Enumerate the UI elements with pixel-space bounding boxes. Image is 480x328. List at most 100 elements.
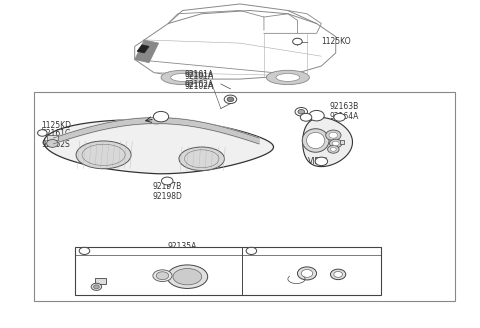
- Polygon shape: [221, 127, 226, 133]
- Ellipse shape: [307, 132, 324, 149]
- Polygon shape: [135, 40, 158, 63]
- Polygon shape: [91, 126, 96, 133]
- Polygon shape: [79, 129, 83, 136]
- Polygon shape: [238, 131, 242, 138]
- Polygon shape: [133, 118, 137, 125]
- Polygon shape: [234, 130, 238, 137]
- Polygon shape: [137, 45, 149, 53]
- Ellipse shape: [167, 265, 208, 288]
- Text: D: D: [314, 113, 319, 119]
- Polygon shape: [53, 137, 58, 144]
- Circle shape: [334, 113, 345, 121]
- Text: a: a: [83, 248, 86, 253]
- Text: VIEW: VIEW: [308, 157, 327, 166]
- Text: 92170C: 92170C: [326, 259, 355, 268]
- Circle shape: [315, 157, 327, 166]
- Circle shape: [94, 285, 99, 289]
- Polygon shape: [247, 134, 251, 141]
- Polygon shape: [66, 133, 70, 140]
- Text: 186644E: 186644E: [285, 250, 319, 259]
- Polygon shape: [116, 120, 120, 127]
- Text: 92214
92140C: 92214 92140C: [204, 262, 233, 281]
- Circle shape: [298, 110, 305, 114]
- Ellipse shape: [76, 141, 131, 169]
- Polygon shape: [125, 119, 129, 126]
- Text: 92197B
92198D: 92197B 92198D: [152, 182, 182, 201]
- Polygon shape: [129, 119, 133, 125]
- Polygon shape: [112, 121, 116, 128]
- Circle shape: [79, 247, 90, 255]
- Bar: [96, 278, 106, 284]
- Polygon shape: [44, 120, 274, 174]
- Circle shape: [246, 247, 257, 255]
- Circle shape: [332, 141, 339, 146]
- Polygon shape: [158, 118, 163, 124]
- Circle shape: [91, 283, 102, 290]
- Ellipse shape: [153, 270, 172, 281]
- Polygon shape: [150, 118, 154, 124]
- Text: 92126A: 92126A: [154, 249, 183, 258]
- Circle shape: [327, 145, 339, 153]
- Text: 92161C
92162S: 92161C 92162S: [42, 129, 71, 149]
- Polygon shape: [87, 127, 91, 133]
- Polygon shape: [137, 118, 142, 124]
- Ellipse shape: [276, 73, 300, 81]
- Polygon shape: [180, 119, 183, 125]
- Text: b: b: [250, 248, 253, 253]
- Text: 92101A
92102A: 92101A 92102A: [185, 70, 214, 90]
- Text: a: a: [304, 115, 308, 120]
- Circle shape: [330, 269, 346, 280]
- Polygon shape: [142, 118, 146, 124]
- Circle shape: [293, 38, 302, 45]
- Circle shape: [301, 270, 313, 277]
- Circle shape: [161, 177, 173, 185]
- Polygon shape: [303, 118, 352, 167]
- Polygon shape: [204, 123, 209, 130]
- Ellipse shape: [173, 269, 202, 285]
- Circle shape: [224, 95, 237, 104]
- Ellipse shape: [171, 73, 194, 81]
- Polygon shape: [146, 118, 150, 124]
- Polygon shape: [99, 124, 104, 131]
- Polygon shape: [163, 118, 167, 124]
- Polygon shape: [200, 122, 204, 129]
- Polygon shape: [74, 130, 79, 137]
- Polygon shape: [96, 125, 99, 132]
- Polygon shape: [188, 120, 192, 126]
- Circle shape: [329, 132, 337, 138]
- Circle shape: [334, 272, 342, 277]
- Polygon shape: [255, 137, 259, 144]
- Ellipse shape: [156, 272, 168, 280]
- Ellipse shape: [266, 70, 310, 85]
- Polygon shape: [83, 128, 87, 135]
- Polygon shape: [62, 134, 66, 141]
- Polygon shape: [209, 124, 213, 131]
- Polygon shape: [58, 135, 62, 143]
- Polygon shape: [154, 118, 158, 124]
- Text: 92101A
92102A: 92101A 92102A: [185, 72, 214, 92]
- Circle shape: [154, 112, 168, 122]
- Polygon shape: [226, 128, 230, 135]
- Text: A: A: [319, 159, 324, 164]
- Circle shape: [330, 147, 336, 151]
- Bar: [34, 92, 456, 301]
- Text: 92135A: 92135A: [168, 242, 197, 252]
- Text: 1125KD: 1125KD: [41, 121, 72, 130]
- Circle shape: [329, 139, 342, 148]
- Circle shape: [309, 111, 324, 121]
- Polygon shape: [196, 121, 200, 128]
- Polygon shape: [242, 133, 247, 140]
- Bar: [339, 140, 344, 144]
- Circle shape: [298, 267, 317, 280]
- Text: A: A: [159, 113, 163, 120]
- Polygon shape: [192, 120, 196, 127]
- Polygon shape: [104, 123, 108, 130]
- Text: 1125KO: 1125KO: [321, 37, 350, 46]
- Polygon shape: [213, 125, 217, 132]
- Polygon shape: [70, 131, 74, 138]
- Text: 92163B
92164A: 92163B 92164A: [330, 102, 360, 121]
- Circle shape: [325, 130, 341, 140]
- Circle shape: [37, 130, 47, 136]
- Text: 186468B: 186468B: [88, 263, 122, 272]
- Ellipse shape: [179, 147, 225, 171]
